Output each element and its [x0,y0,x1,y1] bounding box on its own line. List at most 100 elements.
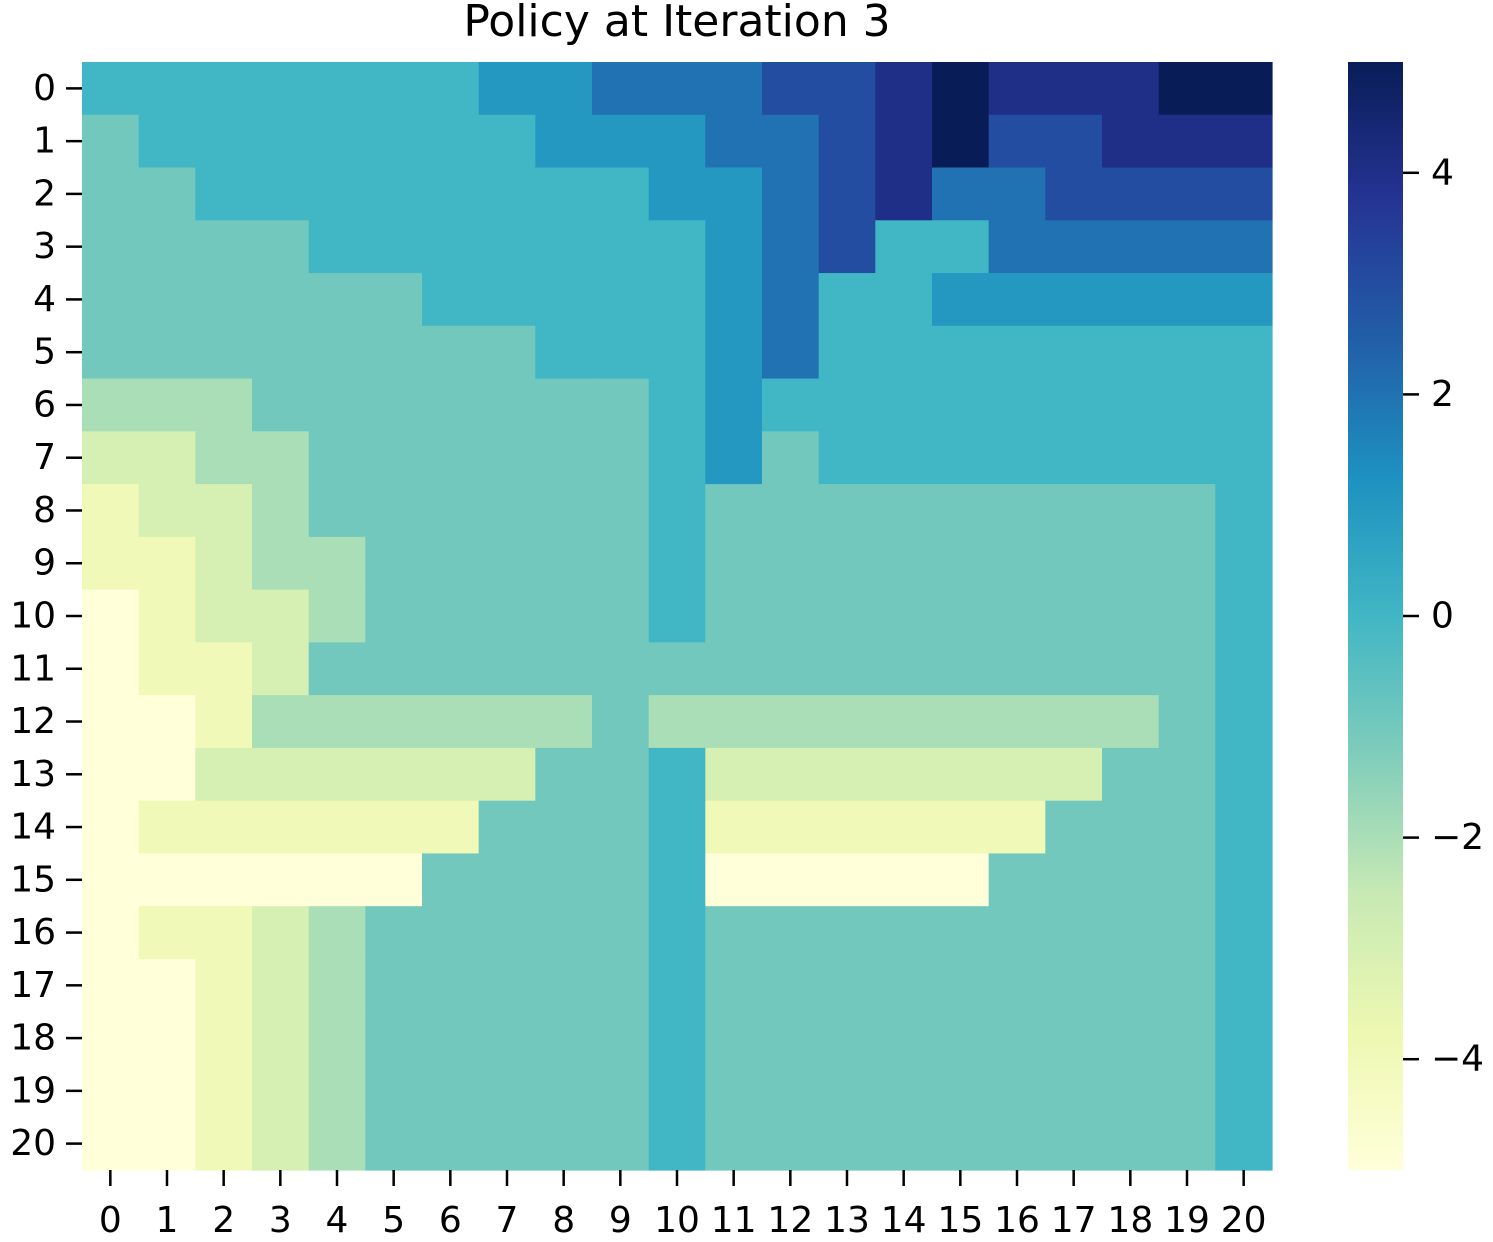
heatmap-cell [705,695,763,749]
heatmap-cell [1158,1011,1216,1066]
heatmap-cell [875,642,933,696]
heatmap-cell [535,853,593,907]
heatmap-cell [705,536,763,591]
heatmap-cell [365,1011,423,1066]
heatmap-cell [1045,853,1103,907]
heatmap-cell [818,167,876,221]
heatmap-cell [422,747,480,802]
heatmap-cell [1215,747,1273,802]
heatmap-cell [1215,642,1273,696]
heatmap-cell [365,273,423,327]
heatmap-cell [252,589,310,643]
heatmap-cell [932,431,990,485]
y-tick-label: 1 [33,121,56,162]
heatmap-cell [1102,167,1160,221]
x-tick-label: 0 [99,1200,122,1241]
heatmap-cell [875,325,933,380]
heatmap-cell [535,958,593,1013]
heatmap-cell [535,167,593,221]
heatmap-cell [1045,642,1103,696]
heatmap-cell [422,378,480,432]
heatmap-cell [82,114,140,169]
heatmap-cell [932,589,990,643]
heatmap-cell [818,747,876,802]
heatmap-cell [422,431,480,485]
heatmap-cell [365,325,423,380]
heatmap-cell [82,167,140,221]
heatmap-cell [422,1064,480,1118]
heatmap-cell [82,906,140,960]
heatmap-cell [1215,325,1273,380]
heatmap-cell [875,378,933,432]
heatmap-cell [932,853,990,907]
heatmap-cell [365,536,423,591]
heatmap-cell [422,642,480,696]
x-tick-label: 13 [824,1200,870,1241]
heatmap-cell [1045,62,1103,116]
heatmap-cell [195,642,253,696]
heatmap-cell [1102,958,1160,1013]
heatmap-cell [988,325,1046,380]
heatmap-cell [875,273,933,327]
heatmap-cell [648,114,706,169]
heatmap-cell [138,114,196,169]
heatmap-cell [705,114,763,169]
heatmap-cell [988,536,1046,591]
heatmap-cell [308,220,366,274]
heatmap-cell [592,1064,650,1118]
heatmap-cell [988,62,1046,116]
heatmap-cell [762,325,820,380]
heatmap-cell [478,167,536,221]
x-tick-label: 2 [212,1200,235,1241]
heatmap-cell [535,484,593,538]
heatmap-cell [648,62,706,116]
heatmap-cell [592,484,650,538]
heatmap-cell [1102,114,1160,169]
colorbar-tick-label: −4 [1431,1039,1484,1080]
heatmap-cell [138,1011,196,1066]
y-tick-label: 9 [33,543,56,584]
heatmap-cell [138,1117,196,1171]
heatmap-cell [308,1011,366,1066]
heatmap-cell [1102,589,1160,643]
colorbar: 4 2 0 −2 −4 [1348,62,1484,1170]
heatmap-cell [478,325,536,380]
heatmap-cell [1045,589,1103,643]
heatmap-cell [252,747,310,802]
y-tick-label: 14 [10,807,56,848]
heatmap-cell [252,853,310,907]
heatmap-cell [988,273,1046,327]
heatmap-cell [648,536,706,591]
heatmap-cell [195,1011,253,1066]
heatmap-cell [762,1064,820,1118]
heatmap-cell [1045,1064,1103,1118]
heatmap-cell [932,642,990,696]
heatmap-cell [365,695,423,749]
heatmap-cell [705,431,763,485]
heatmap-cell [988,484,1046,538]
heatmap-cell [1102,378,1160,432]
heatmap-cell [82,589,140,643]
heatmap-cell [762,62,820,116]
x-tick-label: 20 [1221,1200,1267,1241]
heatmap-cell [875,958,933,1013]
heatmap-cell [82,1117,140,1171]
heatmap-cell [875,1011,933,1066]
y-tick-label: 10 [10,596,56,637]
heatmap-cell [365,642,423,696]
heatmap-cell [1158,642,1216,696]
heatmap-cell [365,800,423,855]
heatmap-cell [365,958,423,1013]
heatmap-cell [138,747,196,802]
heatmap-cell [875,114,933,169]
heatmap-cell [1215,1064,1273,1118]
heatmap-cell [932,62,990,116]
heatmap-cell [932,906,990,960]
heatmap-cell [1215,1117,1273,1171]
heatmap-cell [932,114,990,169]
heatmap-cell [1102,695,1160,749]
colorbar-tick-label: 4 [1431,152,1454,193]
heatmap-cell [592,114,650,169]
heatmap-cell [988,589,1046,643]
